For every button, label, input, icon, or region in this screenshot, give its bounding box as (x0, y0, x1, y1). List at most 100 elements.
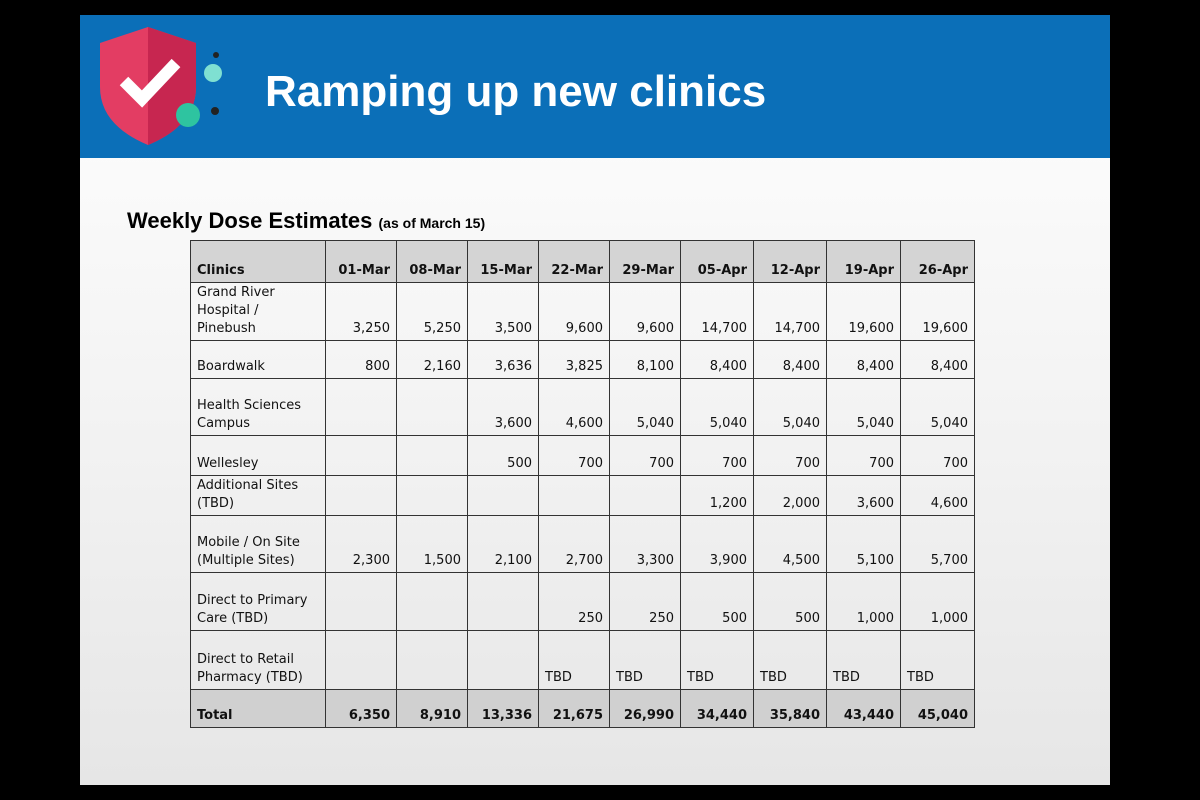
table-cell: 700 (826, 435, 901, 476)
table-cell: 45,040 (900, 689, 975, 728)
table-cell: 6,350 (325, 689, 397, 728)
table-cell: 800 (325, 340, 397, 379)
table-cell (538, 475, 610, 516)
table-cell: 1,000 (900, 572, 975, 631)
table-cell: 9,600 (538, 282, 610, 341)
table-cell: Boardwalk (190, 340, 326, 379)
table-cell: 2,160 (396, 340, 468, 379)
table-cell: 5,040 (680, 378, 754, 436)
table-cell (325, 435, 397, 476)
table-cell: 5,040 (826, 378, 901, 436)
table-cell: 5,040 (609, 378, 681, 436)
table-cell: Grand River Hospital / Pinebush (190, 282, 326, 341)
table-cell: 3,636 (467, 340, 539, 379)
table-cell: 3,250 (325, 282, 397, 341)
table-cell: Health Sciences Campus (190, 378, 326, 436)
table-cell: 3,825 (538, 340, 610, 379)
header-row: Clinics 01-Mar 08-Mar 15-Mar 22-Mar 29-Mar 05-… (190, 240, 975, 283)
table-cell: Mobile / On Site (Multiple Sites) (190, 515, 326, 573)
table-cell: 5,250 (396, 282, 468, 341)
table-cell: 250 (609, 572, 681, 631)
table-cell: 3,900 (680, 515, 754, 573)
table-cell: 250 (538, 572, 610, 631)
table-cell: Additional Sites (TBD) (190, 475, 326, 516)
table-cell: 4,600 (900, 475, 975, 516)
table-cell: 8,910 (396, 689, 468, 728)
table-cell (467, 475, 539, 516)
table-cell: 1,000 (826, 572, 901, 631)
table-cell: 700 (538, 435, 610, 476)
table-cell (396, 572, 468, 631)
table-cell: 2,700 (538, 515, 610, 573)
slide: Ramping up new clinics Weekly Dose Estim… (80, 15, 1110, 785)
table-cell: Wellesley (190, 435, 326, 476)
header-cell: 01-Mar (325, 240, 397, 283)
table-cell: 3,600 (826, 475, 901, 516)
table-cell: 5,040 (753, 378, 827, 436)
table-row: Health Sciences Campus 3,600 4,600 5,040 5,0… (190, 378, 975, 436)
header-cell: 08-Mar (396, 240, 468, 283)
subtitle: Weekly Dose Estimates (as of March 15) (127, 208, 485, 234)
header-band: Ramping up new clinics (80, 15, 1110, 158)
table-cell: 19,600 (900, 282, 975, 341)
subtitle-note: (as of March 15) (378, 215, 486, 231)
table-cell: 35,840 (753, 689, 827, 728)
table-cell: 700 (753, 435, 827, 476)
table-cell: Total (190, 689, 326, 728)
header-cell: 29-Mar (609, 240, 681, 283)
table-cell (325, 378, 397, 436)
table-cell: 8,400 (826, 340, 901, 379)
table-cell: 2,000 (753, 475, 827, 516)
header-cell: 22-Mar (538, 240, 610, 283)
header-cell: 12-Apr (753, 240, 827, 283)
table-cell: 700 (609, 435, 681, 476)
subtitle-text: Weekly Dose Estimates (127, 208, 373, 233)
table-cell: 3,300 (609, 515, 681, 573)
table-cell: 26,990 (609, 689, 681, 728)
table-cell: 13,336 (467, 689, 539, 728)
table-cell: 2,300 (325, 515, 397, 573)
table-cell: 8,400 (753, 340, 827, 379)
table-row: Direct to Retail Pharmacy (TBD) TBD TBD TBD… (190, 630, 975, 690)
table-cell: 8,400 (680, 340, 754, 379)
table-cell: 700 (680, 435, 754, 476)
dose-table: Clinics 01-Mar 08-Mar 15-Mar 22-Mar 29-Mar 05-… (190, 240, 975, 728)
header-cell: Clinics (190, 240, 326, 283)
table-cell (396, 630, 468, 690)
table-cell (396, 378, 468, 436)
table-cell: 3,600 (467, 378, 539, 436)
total-row: Total 6,350 8,910 13,336 21,675 26,990 34,440 3… (190, 689, 975, 728)
table-cell: TBD (680, 630, 754, 690)
table-cell: 9,600 (609, 282, 681, 341)
table-cell (325, 475, 397, 516)
table-cell: TBD (538, 630, 610, 690)
table-cell: 500 (753, 572, 827, 631)
table-cell (609, 475, 681, 516)
table-cell: TBD (609, 630, 681, 690)
table-cell: 1,500 (396, 515, 468, 573)
table-cell: 5,100 (826, 515, 901, 573)
table-cell (396, 435, 468, 476)
header-cell: 19-Apr (826, 240, 901, 283)
table-cell: 34,440 (680, 689, 754, 728)
table-cell: 19,600 (826, 282, 901, 341)
table-cell: 21,675 (538, 689, 610, 728)
table-cell: 2,100 (467, 515, 539, 573)
header-cell: 15-Mar (467, 240, 539, 283)
logo (100, 27, 222, 145)
table-cell: 8,400 (900, 340, 975, 379)
header-cell: 26-Apr (900, 240, 975, 283)
header-cell: 05-Apr (680, 240, 754, 283)
table-cell: Direct to Retail Pharmacy (TBD) (190, 630, 326, 690)
table-cell: Direct to Primary Care (TBD) (190, 572, 326, 631)
table-row: Boardwalk 800 2,160 3,636 3,825 8,100 8,400 8,4… (190, 340, 975, 379)
table-cell: 4,600 (538, 378, 610, 436)
table-cell: 14,700 (753, 282, 827, 341)
table-cell: 14,700 (680, 282, 754, 341)
table-cell: 500 (680, 572, 754, 631)
table-row: Additional Sites (TBD) 1,200 2,000 3,600 4,6… (190, 475, 975, 516)
table-cell: 4,500 (753, 515, 827, 573)
table-cell: 43,440 (826, 689, 901, 728)
table-cell (396, 475, 468, 516)
table-row: Mobile / On Site (Multiple Sites) 2,300 1,… (190, 515, 975, 573)
